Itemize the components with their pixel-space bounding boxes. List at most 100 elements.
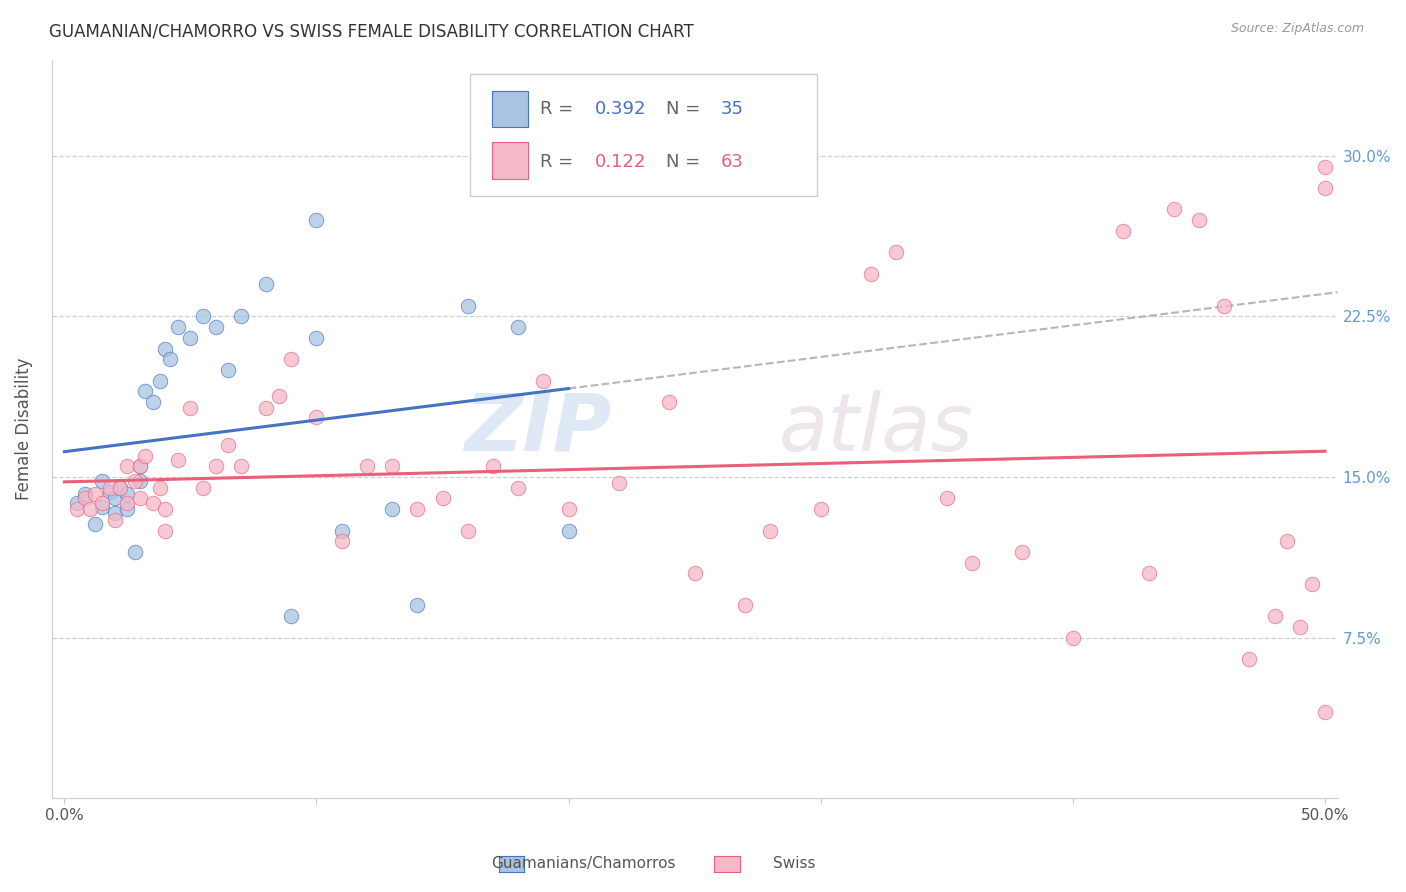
Point [117,496,139,510]
Point [124,545,146,559]
Point [531,374,554,388]
Point [159,352,181,367]
FancyBboxPatch shape [492,142,527,178]
Point [98,481,121,495]
Point [83,517,105,532]
Text: ZIP: ZIP [464,390,612,467]
Point [104,491,127,506]
Point [381,502,404,516]
Point [305,410,328,425]
Point [406,599,429,613]
Point [381,459,404,474]
Text: R =: R = [540,100,579,118]
Point [1301,577,1323,591]
Point [1163,202,1185,217]
Point [330,534,353,549]
Point [142,395,165,409]
Point [134,449,156,463]
Point [886,245,908,260]
Point [191,310,214,324]
Text: atlas: atlas [779,390,973,467]
Point [658,395,681,409]
Point [155,524,177,538]
Point [204,320,226,334]
Point [960,556,983,570]
Point [104,513,127,527]
Point [406,502,429,516]
Text: N =: N = [666,153,706,170]
Point [1062,631,1084,645]
Point [204,459,226,474]
Text: 63: 63 [720,153,744,170]
Point [155,502,177,516]
Point [810,502,832,516]
Text: 35: 35 [720,100,744,118]
Point [117,487,139,501]
Point [229,459,252,474]
Point [1239,652,1261,666]
Point [108,481,131,495]
Point [508,320,530,334]
Point [117,459,139,474]
Text: Source: ZipAtlas.com: Source: ZipAtlas.com [1230,22,1364,36]
Point [129,475,152,489]
Point [1264,609,1286,624]
Point [280,609,302,624]
Text: 0.122: 0.122 [595,153,645,170]
Point [1112,224,1135,238]
Point [98,485,121,500]
Point [1288,620,1310,634]
Point [191,481,214,495]
Point [280,352,302,367]
Point [91,475,114,489]
Text: N =: N = [666,100,706,118]
Point [607,476,630,491]
Text: Swiss: Swiss [773,856,815,871]
Point [482,459,505,474]
Point [457,524,479,538]
Point [129,491,152,506]
Point [683,566,706,581]
Point [935,491,957,506]
Point [557,524,579,538]
Point [254,401,277,416]
Point [229,310,252,324]
Point [79,502,101,516]
Point [83,487,105,501]
Point [734,599,756,613]
Point [155,342,177,356]
Point [149,481,172,495]
Point [356,459,378,474]
FancyBboxPatch shape [470,74,817,196]
Point [1313,706,1336,720]
Point [73,487,96,501]
Point [305,213,328,227]
Point [149,374,172,388]
Point [759,524,782,538]
Text: Guamanians/Chamorros: Guamanians/Chamorros [491,856,676,871]
Point [129,459,152,474]
Point [91,496,114,510]
Point [1313,160,1336,174]
Point [129,459,152,474]
Point [66,496,89,510]
Point [124,475,146,489]
Point [117,502,139,516]
Point [1277,534,1299,549]
Point [66,502,89,516]
Point [166,320,188,334]
Point [305,331,328,345]
FancyBboxPatch shape [492,91,527,128]
Point [1188,213,1211,227]
Point [508,481,530,495]
Point [179,401,201,416]
Text: R =: R = [540,153,579,170]
Point [104,507,127,521]
Point [108,481,131,495]
Point [134,384,156,399]
Point [267,389,290,403]
Point [217,438,239,452]
Point [432,491,454,506]
Point [142,496,165,510]
Point [217,363,239,377]
